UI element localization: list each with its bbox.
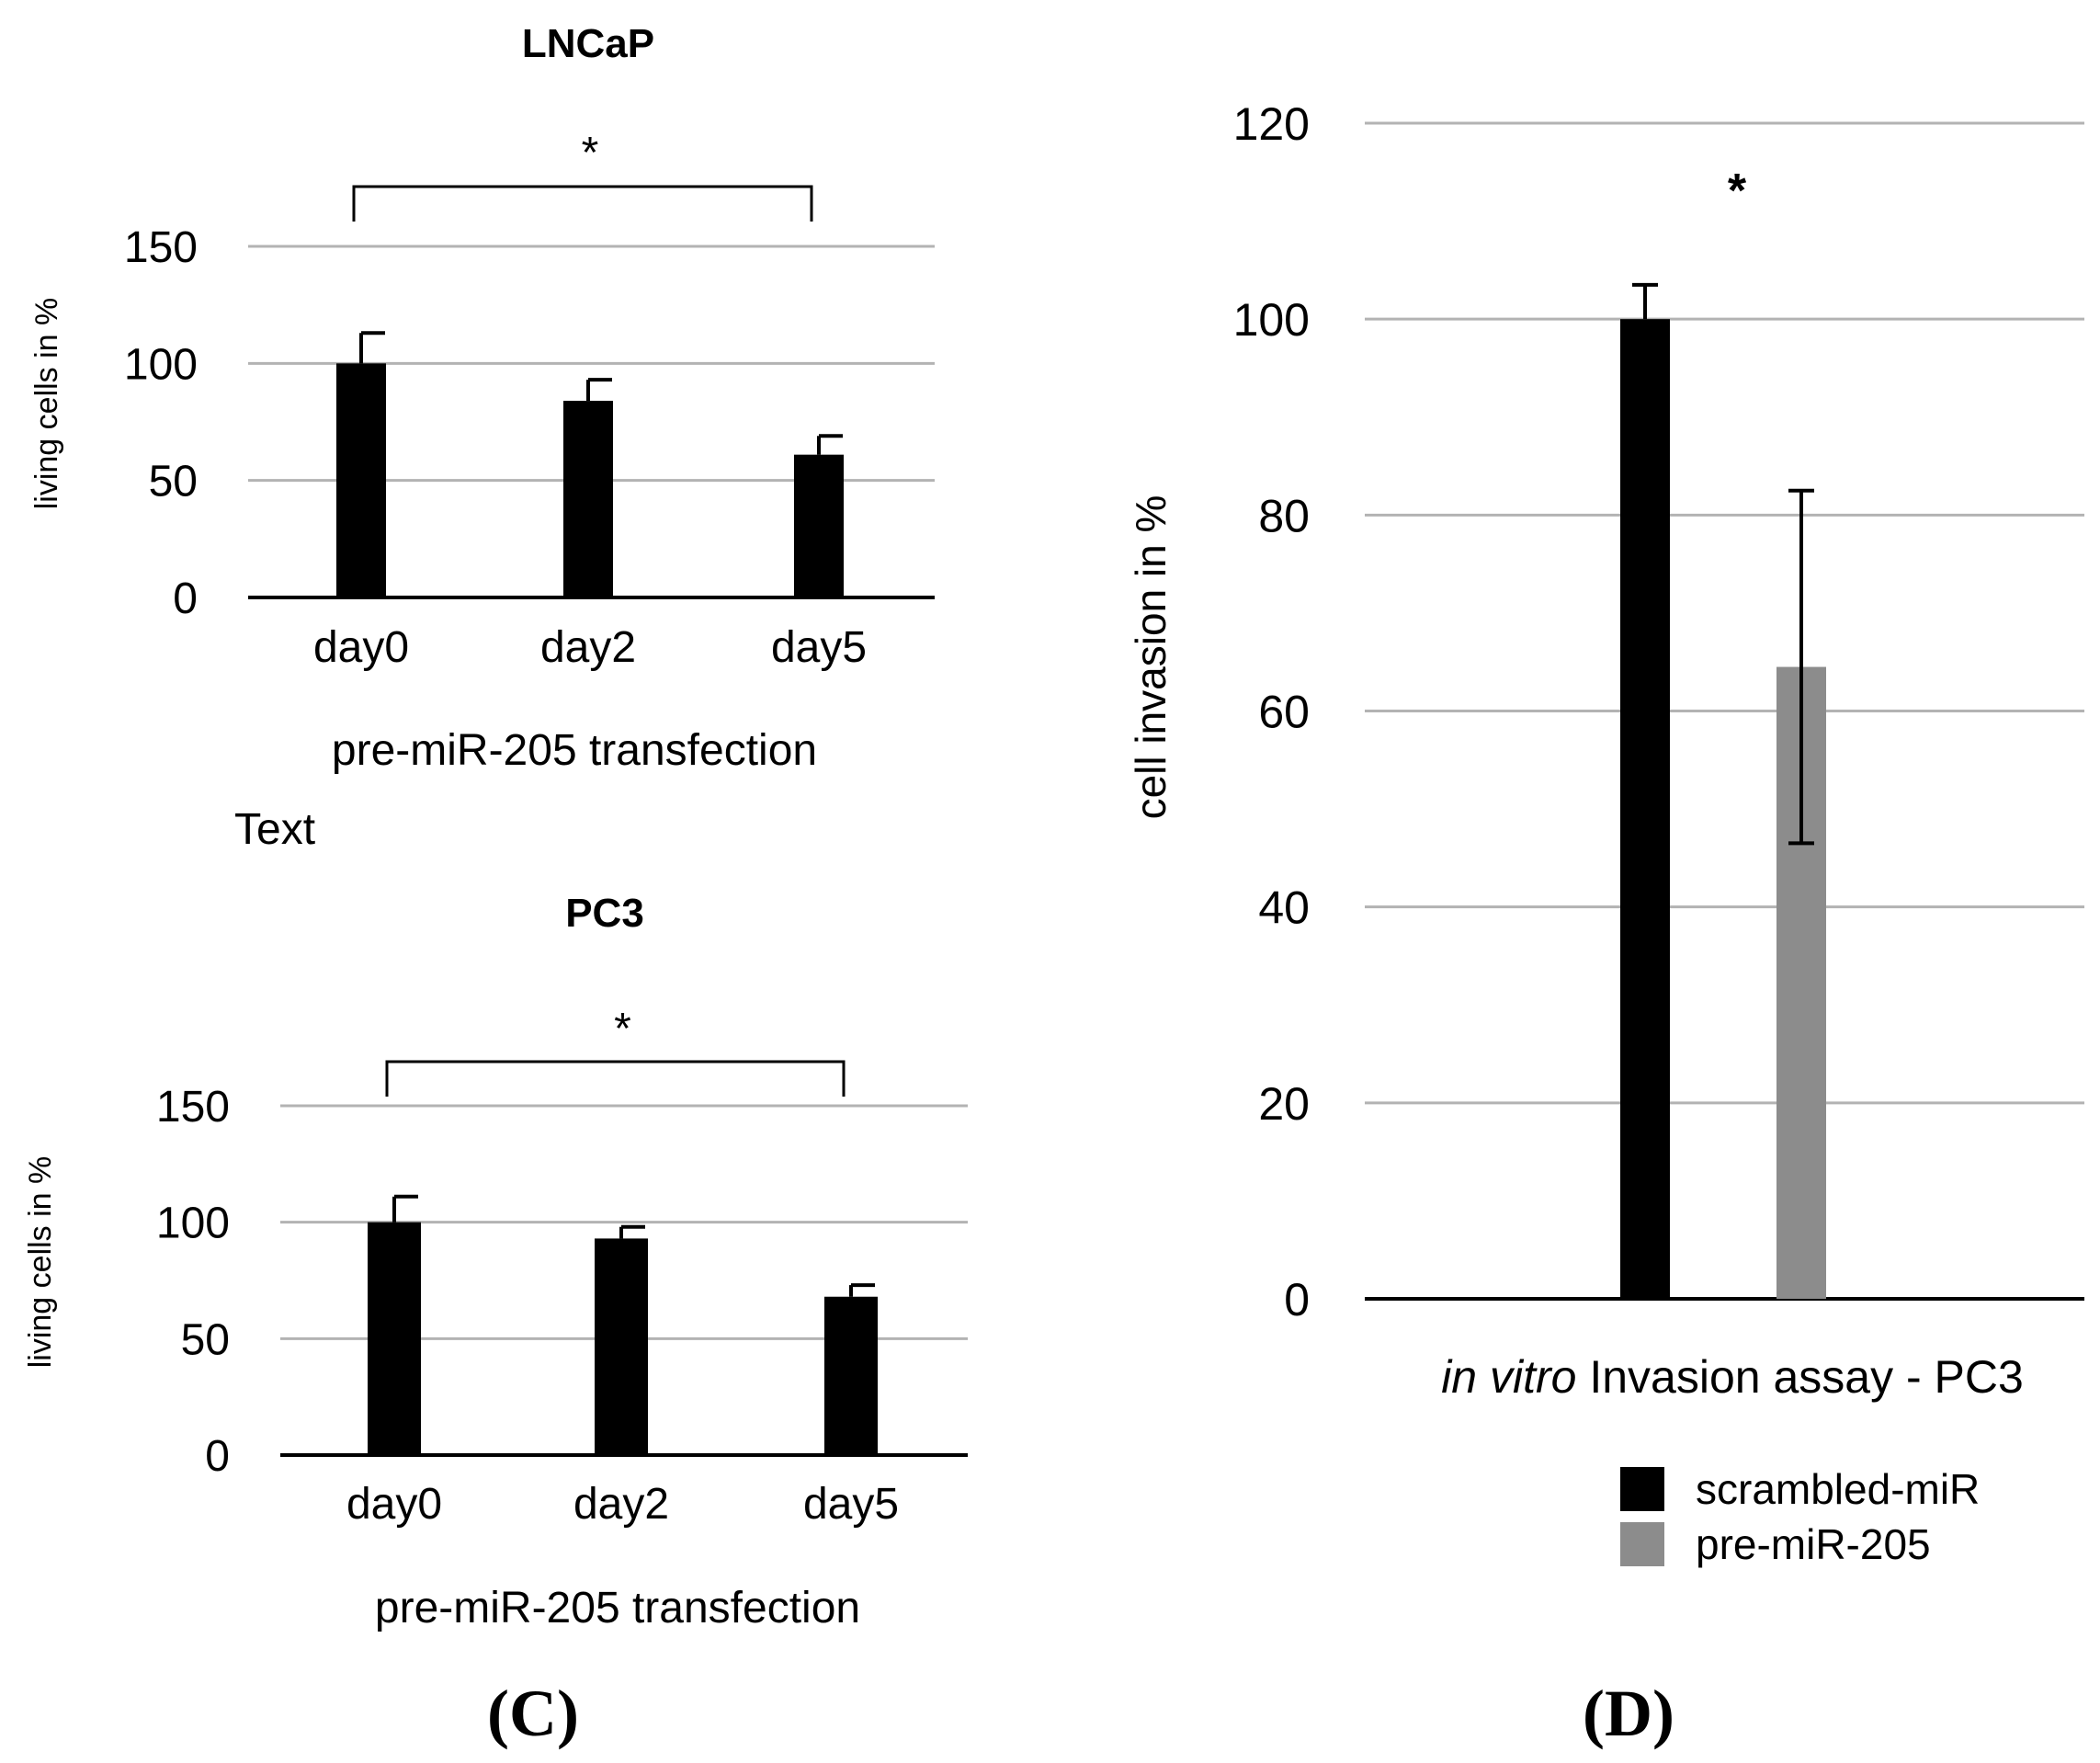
- invasion-x-axis-label-rest: Invasion assay - PC3: [1576, 1351, 2023, 1403]
- pc3-bar-day0: [368, 1222, 421, 1455]
- pc3-category-label: day5: [803, 1480, 899, 1529]
- lncap-category-label: day0: [313, 623, 409, 672]
- invasion-y-axis-label: cell invasion in %: [1127, 495, 1175, 820]
- panel-label-c: (C): [487, 1677, 579, 1750]
- pc3-ytick-label: 100: [156, 1200, 230, 1248]
- lncap-bar-day2: [563, 401, 613, 597]
- pc3-chart-title: PC3: [565, 891, 644, 936]
- invasion-ytick-label: 80: [1258, 490, 1310, 541]
- panel-label-d: (D): [1583, 1677, 1674, 1750]
- lncap-ytick-label: 50: [149, 458, 198, 506]
- legend-swatch-pre-miR-205: [1620, 1522, 1664, 1566]
- lncap-category-label: day2: [540, 623, 636, 672]
- invasion-ytick-label: 60: [1258, 687, 1310, 738]
- pc3-ytick-label: 150: [156, 1083, 230, 1132]
- invasion-bar-scrambled-miR: [1620, 319, 1670, 1300]
- lncap-bar-day5: [794, 454, 844, 597]
- legend-label: pre-miR-205: [1696, 1520, 1931, 1568]
- invasion-ytick-label: 120: [1233, 98, 1310, 150]
- lncap-y-axis-label: living cells in %: [29, 298, 64, 510]
- legend-swatch-scrambled-miR: [1620, 1467, 1664, 1511]
- invasion-ytick-label: 0: [1284, 1274, 1310, 1325]
- pc3-bar-day2: [595, 1238, 648, 1455]
- stray-text-label: Text: [234, 805, 315, 854]
- invasion-ytick-label: 40: [1258, 882, 1310, 934]
- pc3-ytick-label: 50: [181, 1315, 230, 1364]
- lncap-category-label: day5: [771, 623, 867, 672]
- lncap-bar-day0: [336, 363, 386, 597]
- pc3-bar-day5: [824, 1296, 878, 1455]
- lncap-chart-title: LNCaP: [522, 21, 654, 66]
- lncap-x-axis-label: pre-miR-205 transfection: [332, 726, 817, 775]
- pc3-significance-bracket: [385, 1060, 846, 1097]
- pc3-category-label: day2: [573, 1480, 669, 1529]
- pc3-y-axis-label: living cells in %: [23, 1156, 58, 1369]
- invasion-ytick-label: 20: [1258, 1078, 1310, 1130]
- invasion-x-axis-label-italic: in vitro: [1441, 1351, 1576, 1403]
- lncap-ytick-label: 100: [124, 340, 198, 389]
- pc3-ytick-label: 0: [205, 1432, 230, 1481]
- pc3-significance-star: *: [614, 1005, 631, 1053]
- lncap-significance-star: *: [582, 129, 599, 177]
- invasion-significance-star: *: [1728, 165, 1747, 218]
- lncap-significance-bracket: [352, 185, 813, 222]
- pc3-category-label: day0: [346, 1480, 442, 1529]
- invasion-x-axis-label: in vitro Invasion assay - PC3: [1441, 1351, 2024, 1403]
- legend-label: scrambled-miR: [1696, 1465, 1980, 1513]
- invasion-ytick-label: 100: [1233, 294, 1310, 346]
- lncap-ytick-label: 0: [173, 574, 198, 623]
- pc3-x-axis-label: pre-miR-205 transfection: [375, 1584, 860, 1632]
- lncap-ytick-label: 150: [124, 223, 198, 272]
